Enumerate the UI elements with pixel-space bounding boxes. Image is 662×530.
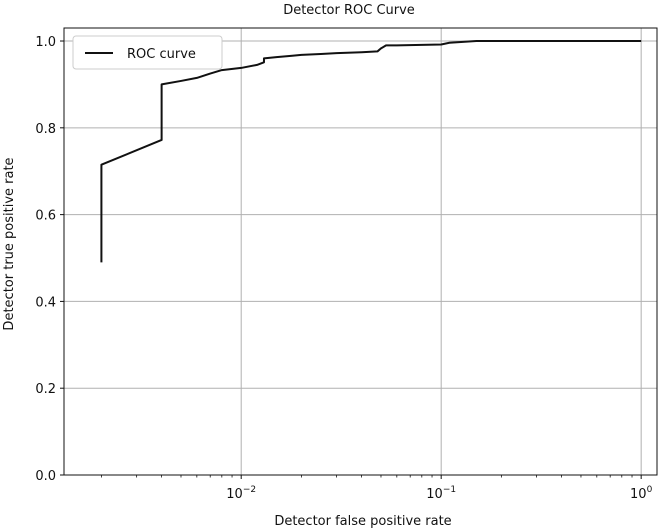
roc-curve-line bbox=[100, 40, 642, 263]
y-tick-label: 0.4 bbox=[35, 295, 56, 310]
y-tick-label: 0.6 bbox=[35, 209, 56, 224]
y-tick-label: 0.0 bbox=[35, 469, 56, 484]
legend-label: ROC curve bbox=[127, 47, 196, 62]
chart-title: Detector ROC Curve bbox=[283, 3, 415, 18]
x-tick-label: 10−2 bbox=[226, 485, 256, 502]
x-axis-label: Detector false positive rate bbox=[274, 514, 451, 529]
ticks-layer: 0.0 0.2 0.4 0.6 0.8 1.0 10−2 10−1 100 bbox=[35, 35, 652, 502]
y-axis-label: Detector true positive rate bbox=[2, 157, 17, 330]
y-tick-label: 0.2 bbox=[35, 382, 56, 397]
x-tick-label: 100 bbox=[630, 485, 653, 502]
series-layer bbox=[100, 40, 642, 263]
y-tick-label: 1.0 bbox=[35, 35, 56, 50]
legend-box bbox=[72, 35, 223, 70]
x-tick-label: 10−1 bbox=[426, 485, 456, 502]
plot-frame bbox=[63, 27, 658, 476]
y-tick-label: 0.8 bbox=[35, 122, 56, 137]
legend: ROC curve bbox=[72, 35, 223, 70]
grid-layer bbox=[64, 28, 657, 476]
